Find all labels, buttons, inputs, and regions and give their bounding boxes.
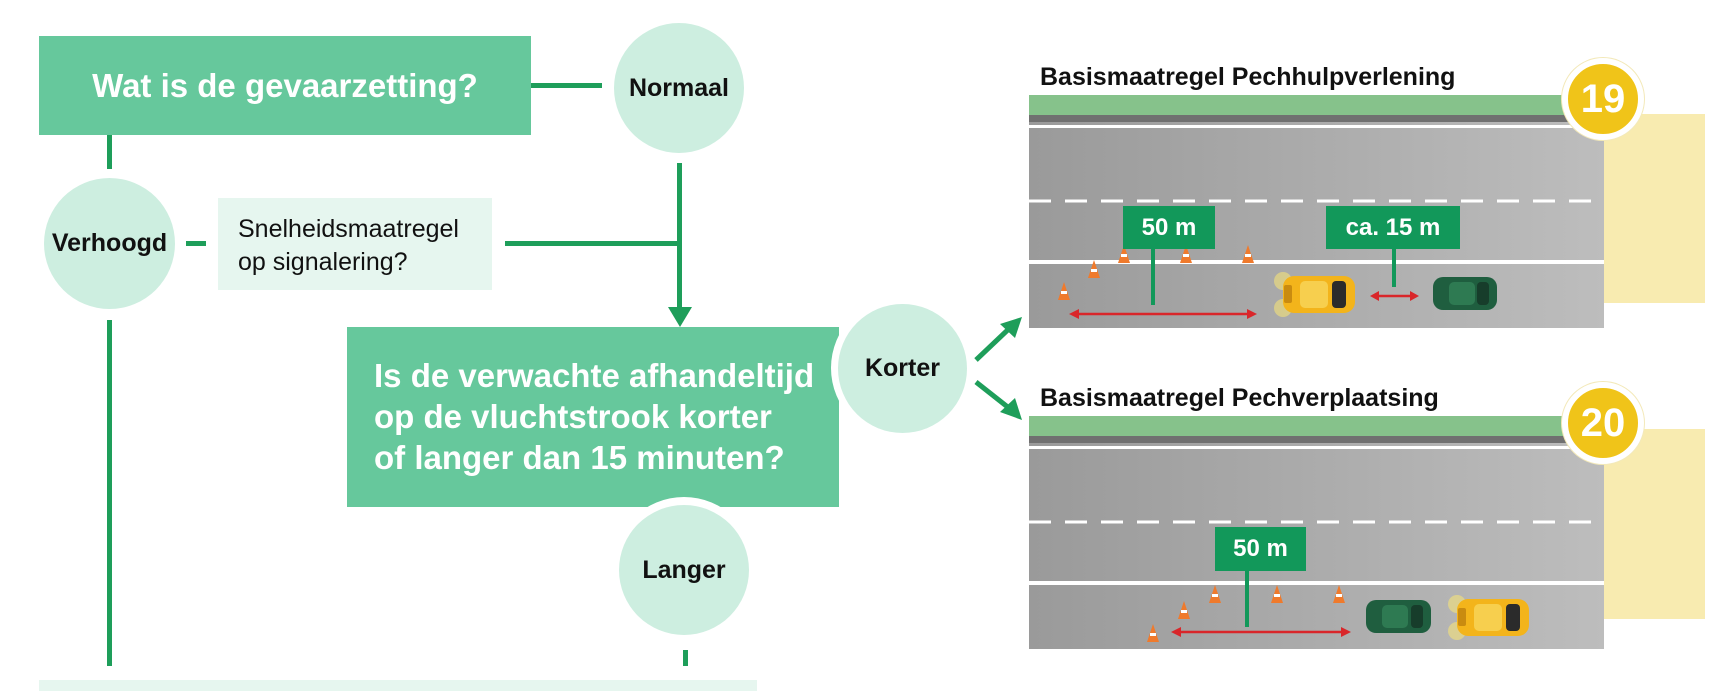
connector-normaal-down bbox=[677, 163, 682, 318]
measure-19-badge: 19 bbox=[1562, 58, 1644, 140]
connector-q1-verhoogd bbox=[107, 135, 112, 169]
question-snelheidsmaatregel: Snelheidsmaatregel op signalering? bbox=[218, 198, 492, 290]
snelheid-line-1: Snelheidsmaatregel bbox=[238, 215, 459, 243]
option-normaal: Normaal bbox=[614, 23, 744, 153]
measure-19-sign-15m: ca. 15 m bbox=[1326, 206, 1460, 249]
road-20 bbox=[1029, 416, 1604, 653]
measure-20-badge: 20 bbox=[1562, 382, 1644, 464]
road-19 bbox=[1029, 95, 1604, 332]
bottom-box bbox=[39, 680, 757, 691]
option-korter: Korter bbox=[838, 304, 967, 433]
afhandeltijd-line-1: Is de verwachte afhandeltijd bbox=[374, 357, 815, 394]
question-gevaarzetting-text: Wat is de gevaarzetting? bbox=[92, 66, 478, 104]
afhandeltijd-line-2: op de vluchtstrook korter bbox=[374, 398, 772, 435]
connector-langer-down bbox=[683, 650, 688, 666]
measure-19-backplate bbox=[1599, 114, 1705, 303]
option-korter-label: Korter bbox=[864, 354, 940, 382]
option-langer: Langer bbox=[619, 505, 749, 635]
measure-19-sign-50m: 50 m bbox=[1123, 206, 1215, 249]
option-verhoogd: Verhoogd bbox=[44, 178, 175, 309]
arrow-to-measures-icon bbox=[974, 317, 1022, 420]
connector-verhoogd-down bbox=[107, 320, 112, 666]
option-normaal-label: Normaal bbox=[628, 73, 730, 102]
option-verhoogd-label: Verhoogd bbox=[51, 229, 168, 257]
question-gevaarzetting: Wat is de gevaarzetting? bbox=[39, 36, 531, 135]
connector-q1-normaal bbox=[530, 83, 602, 88]
afhandeltijd-line-3: of langer dan 15 minuten? bbox=[374, 439, 785, 476]
measure-20-title: Basismaatregel Pechverplaatsing bbox=[1040, 384, 1439, 412]
option-langer-label: Langer bbox=[642, 555, 726, 584]
measure-20-sign-50m: 50 m bbox=[1215, 527, 1306, 571]
question-afhandeltijd: Is de verwachte afhandeltijd op de vluch… bbox=[347, 327, 839, 507]
measure-19-title: Basismaatregel Pechhulpverlening bbox=[1040, 63, 1456, 91]
connector-verhoogd-snelheid bbox=[186, 241, 206, 246]
snelheid-line-2: op signalering? bbox=[238, 248, 408, 276]
connector-snelheid-join bbox=[505, 241, 680, 246]
arrow-down-icon bbox=[668, 307, 692, 327]
